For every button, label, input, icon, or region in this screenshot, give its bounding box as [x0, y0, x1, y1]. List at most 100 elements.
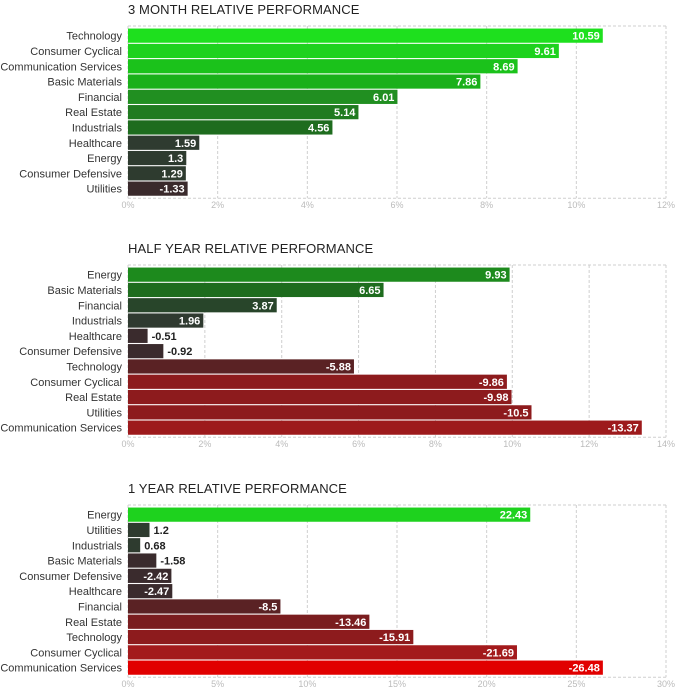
bar[interactable]	[128, 553, 157, 568]
bar[interactable]	[128, 267, 510, 282]
bar[interactable]	[128, 105, 359, 120]
bar[interactable]	[128, 298, 277, 313]
chart-1-year: 1 YEAR RELATIVE PERFORMANCE 0% 5% 10% 15% 20…	[0, 481, 684, 697]
bar-value-label: 1.96	[179, 316, 200, 328]
chart-3-month: 3 MONTH RELATIVE PERFORMANCE 0% 2% 4% 6% 8% 1…	[0, 2, 684, 218]
bar[interactable]	[128, 344, 164, 359]
category-label: Technology	[66, 31, 122, 43]
bar[interactable]	[128, 43, 559, 59]
x-tick-label: 12%	[580, 439, 598, 449]
category-label: Financial	[78, 601, 122, 613]
bar[interactable]	[128, 282, 384, 298]
bar-value-label: -15.91	[379, 632, 410, 644]
bar[interactable]	[128, 28, 603, 43]
category-label: Healthcare	[69, 138, 122, 150]
bar[interactable]	[128, 313, 204, 328]
bar-value-label: -9.98	[483, 392, 508, 404]
bar-value-label: -26.48	[569, 663, 600, 675]
category-label: Communication Services	[0, 663, 122, 675]
bar-value-label: 1.29	[161, 168, 182, 180]
category-label: Energy	[87, 510, 122, 522]
category-label: Energy	[87, 153, 122, 165]
category-label: Basic Materials	[47, 285, 122, 297]
bar-value-label: 0.68	[144, 540, 165, 552]
category-label: Communication Services	[0, 423, 122, 435]
bar[interactable]	[128, 120, 333, 135]
x-tick-label: 6%	[390, 200, 403, 210]
x-tick-label: 10%	[567, 200, 585, 210]
x-tick-label: 15%	[388, 679, 406, 689]
chart-title: 1 YEAR RELATIVE PERFORMANCE	[128, 481, 347, 496]
x-tick-label: 14%	[657, 439, 675, 449]
category-label: Real Estate	[65, 617, 122, 629]
category-label: Utilities	[87, 184, 123, 196]
bar-value-label: -2.47	[144, 586, 169, 598]
x-tick-label: 8%	[429, 439, 442, 449]
bar-value-label: -8.5	[258, 601, 277, 613]
bar[interactable]	[128, 645, 517, 660]
bar-value-label: 6.65	[359, 285, 380, 297]
bar-value-label: 1.59	[175, 138, 196, 150]
bar-value-label: -2.42	[143, 571, 168, 583]
category-label: Technology	[66, 632, 122, 644]
bar-value-label: 6.01	[373, 92, 394, 104]
bar-value-label: 1.3	[168, 153, 183, 165]
category-label: Consumer Defensive	[19, 571, 122, 583]
bar[interactable]	[128, 89, 398, 104]
x-tick-label: 20%	[478, 679, 496, 689]
x-tick-label: 2%	[198, 439, 211, 449]
category-label: Financial	[78, 92, 122, 104]
bar[interactable]	[128, 166, 186, 181]
bar-value-label: -10.5	[503, 407, 528, 419]
bar-value-label: 4.56	[308, 122, 329, 134]
bar[interactable]	[128, 59, 518, 74]
chart-plot: 0% 2% 4% 6% 8% 10% 12% 14% Energy 9.93 Basic Mater…	[0, 264, 675, 449]
bar[interactable]	[128, 374, 507, 389]
chart-plot: 0% 5% 10% 15% 20% 25% 30% Energy 22.43 Utilities 1…	[0, 504, 675, 689]
bar-value-label: -9.86	[479, 377, 504, 389]
category-label: Industrials	[72, 540, 123, 552]
bar[interactable]	[128, 135, 200, 150]
bar[interactable]	[128, 420, 642, 435]
bar[interactable]	[128, 614, 370, 629]
bar[interactable]	[128, 359, 354, 374]
bar[interactable]	[128, 568, 172, 583]
x-tick-label: 5%	[211, 679, 224, 689]
category-label: Utilities	[87, 525, 123, 537]
x-tick-label: 0%	[121, 200, 134, 210]
bar-value-label: 9.61	[534, 46, 555, 58]
x-tick-label: 6%	[352, 439, 365, 449]
x-tick-label: 0%	[121, 439, 134, 449]
x-tick-label: 0%	[121, 679, 134, 689]
chart-half-year: HALF YEAR RELATIVE PERFORMANCE 0% 2% 4% 6% 8…	[0, 241, 684, 457]
x-tick-label: 25%	[567, 679, 585, 689]
category-label: Consumer Cyclical	[30, 647, 122, 659]
category-label: Basic Materials	[47, 556, 122, 568]
x-tick-label: 8%	[480, 200, 493, 210]
bar-value-label: -5.88	[326, 361, 351, 373]
bar[interactable]	[128, 629, 414, 645]
bar[interactable]	[128, 522, 150, 538]
category-label: Technology	[66, 361, 122, 373]
category-label: Industrials	[72, 122, 123, 134]
bar[interactable]	[128, 507, 531, 522]
bar[interactable]	[128, 389, 512, 405]
bar[interactable]	[128, 405, 532, 420]
x-tick-label: 30%	[657, 679, 675, 689]
category-label: Utilities	[87, 407, 123, 419]
chart-title: 3 MONTH RELATIVE PERFORMANCE	[128, 2, 360, 17]
bar-value-label: -13.46	[335, 617, 366, 629]
bar-value-label: 3.87	[252, 300, 273, 312]
bar-value-label: 9.93	[485, 270, 506, 282]
bar[interactable]	[128, 599, 281, 614]
bar[interactable]	[128, 328, 148, 343]
bar[interactable]	[128, 150, 187, 166]
category-label: Financial	[78, 300, 122, 312]
bar-value-label: 8.69	[493, 61, 514, 73]
bar[interactable]	[128, 584, 173, 599]
bar[interactable]	[128, 74, 481, 89]
bar[interactable]	[128, 660, 603, 675]
bar-value-label: -1.33	[160, 184, 185, 196]
bar[interactable]	[128, 181, 188, 196]
bar[interactable]	[128, 538, 141, 553]
